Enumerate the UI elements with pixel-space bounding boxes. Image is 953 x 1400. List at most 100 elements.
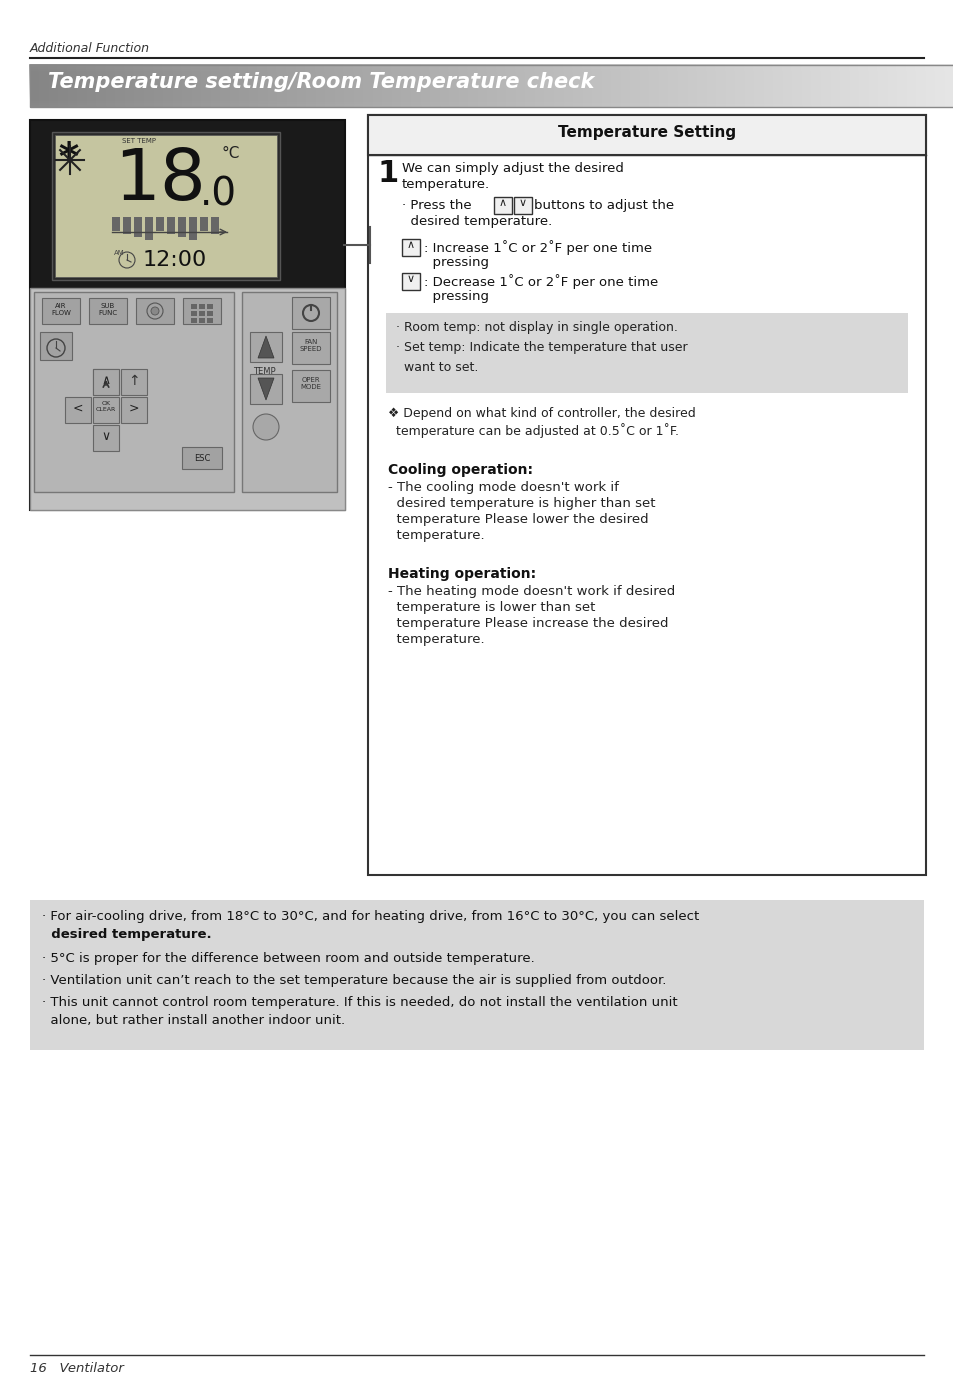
Text: 12:00: 12:00 — [143, 251, 207, 270]
Bar — [30, 900, 923, 1050]
Polygon shape — [257, 378, 274, 400]
Bar — [34, 293, 233, 491]
Text: ∧: ∧ — [498, 197, 507, 209]
Bar — [92, 370, 119, 395]
Text: : Increase 1˚C or 2˚F per one time: : Increase 1˚C or 2˚F per one time — [423, 239, 652, 255]
Text: SUB
FUNC: SUB FUNC — [98, 302, 117, 316]
Text: · 5°C is proper for the difference between room and outside temperature.: · 5°C is proper for the difference betwe… — [42, 952, 535, 965]
Bar — [178, 217, 186, 237]
Bar — [183, 298, 221, 323]
Text: · For air-cooling drive, from 18°C to 30°C, and for heating drive, from 16°C to : · For air-cooling drive, from 18°C to 30… — [42, 910, 699, 923]
Bar — [494, 197, 512, 214]
Bar — [52, 132, 280, 280]
Text: .0: .0 — [200, 176, 237, 214]
Bar — [191, 311, 196, 316]
Text: Cooling operation:: Cooling operation: — [388, 463, 533, 477]
Text: FAN
SPEED: FAN SPEED — [299, 339, 322, 351]
Text: Temperature Setting: Temperature Setting — [558, 125, 736, 140]
Bar — [30, 64, 953, 106]
Text: °C: °C — [222, 146, 240, 161]
Text: ∧: ∧ — [407, 239, 415, 251]
Bar — [55, 134, 276, 277]
Text: temperature.: temperature. — [401, 178, 490, 190]
Text: want to set.: want to set. — [395, 361, 477, 374]
Bar — [89, 298, 127, 323]
Text: OK
CLEAR: OK CLEAR — [95, 400, 116, 412]
Bar — [133, 217, 142, 237]
Text: <: < — [72, 402, 83, 414]
Text: ∨: ∨ — [101, 430, 111, 442]
Bar — [92, 398, 119, 423]
Bar — [292, 370, 330, 402]
Text: temperature.: temperature. — [388, 633, 484, 645]
Text: OPER
MODE: OPER MODE — [300, 377, 321, 391]
Text: Additional Function: Additional Function — [30, 42, 150, 55]
Bar — [250, 374, 282, 405]
Circle shape — [147, 302, 163, 319]
Bar — [112, 217, 120, 231]
Bar — [368, 115, 925, 875]
Bar — [211, 217, 219, 234]
Text: - The heating mode doesn't work if desired: - The heating mode doesn't work if desir… — [388, 585, 675, 598]
Bar — [156, 217, 164, 231]
Text: : Decrease 1˚C or 2˚F per one time: : Decrease 1˚C or 2˚F per one time — [423, 274, 658, 288]
Bar — [207, 304, 213, 309]
Text: *: * — [58, 140, 78, 178]
Text: >: > — [129, 402, 139, 414]
Bar — [145, 217, 152, 239]
Bar — [292, 297, 330, 329]
Text: desired temperature is higher than set: desired temperature is higher than set — [388, 497, 655, 510]
Bar — [191, 304, 196, 309]
Bar — [191, 318, 196, 323]
Bar — [136, 298, 173, 323]
Text: - The cooling mode doesn't work if: - The cooling mode doesn't work if — [388, 482, 618, 494]
Text: TEMP: TEMP — [253, 367, 275, 377]
Bar — [65, 398, 91, 423]
Text: ∨: ∨ — [518, 197, 526, 209]
Circle shape — [253, 414, 278, 440]
Text: ESC: ESC — [193, 454, 210, 463]
Circle shape — [151, 307, 159, 315]
Text: temperature is lower than set: temperature is lower than set — [388, 601, 595, 615]
Text: pressing: pressing — [423, 290, 489, 302]
Bar — [30, 120, 345, 510]
Bar — [189, 217, 196, 239]
Text: AIR
FLOW: AIR FLOW — [51, 302, 71, 316]
Bar — [200, 217, 208, 231]
Bar — [514, 197, 532, 214]
Bar — [182, 447, 222, 469]
Bar — [292, 332, 330, 364]
Text: · Set temp: Indicate the temperature that user: · Set temp: Indicate the temperature tha… — [395, 342, 687, 354]
Text: · Ventilation unit can’t reach to the set temperature because the air is supplie: · Ventilation unit can’t reach to the se… — [42, 974, 666, 987]
Text: ❖ Depend on what kind of controller, the desired: ❖ Depend on what kind of controller, the… — [388, 407, 695, 420]
Text: ∧: ∧ — [101, 374, 111, 386]
Bar — [368, 115, 925, 155]
Bar — [242, 293, 336, 491]
Bar — [30, 288, 345, 510]
Text: 16   Ventilator: 16 Ventilator — [30, 1362, 124, 1375]
Text: temperature Please increase the desired: temperature Please increase the desired — [388, 617, 668, 630]
Text: ∨: ∨ — [407, 274, 415, 284]
Bar — [401, 239, 419, 256]
Text: Temperature setting/Room Temperature check: Temperature setting/Room Temperature che… — [48, 71, 594, 92]
Bar — [386, 314, 907, 393]
Text: We can simply adjust the desired: We can simply adjust the desired — [401, 162, 623, 175]
Bar — [40, 332, 71, 360]
Bar — [207, 318, 213, 323]
Text: desired temperature.: desired temperature. — [401, 216, 552, 228]
Text: 1: 1 — [377, 160, 399, 188]
Text: temperature Please lower the desired: temperature Please lower the desired — [388, 512, 648, 526]
Bar — [401, 273, 419, 290]
Text: SET TEMP: SET TEMP — [122, 139, 156, 144]
Bar — [42, 298, 80, 323]
Bar — [250, 332, 282, 363]
Bar — [121, 398, 147, 423]
Bar — [199, 311, 205, 316]
Text: pressing: pressing — [423, 256, 489, 269]
Text: · Press the: · Press the — [401, 199, 476, 211]
Text: temperature.: temperature. — [388, 529, 484, 542]
Bar — [92, 370, 119, 395]
Text: desired temperature.: desired temperature. — [42, 928, 212, 941]
Bar — [121, 370, 147, 395]
Text: temperature can be adjusted at 0.5˚C or 1˚F.: temperature can be adjusted at 0.5˚C or … — [388, 423, 679, 438]
